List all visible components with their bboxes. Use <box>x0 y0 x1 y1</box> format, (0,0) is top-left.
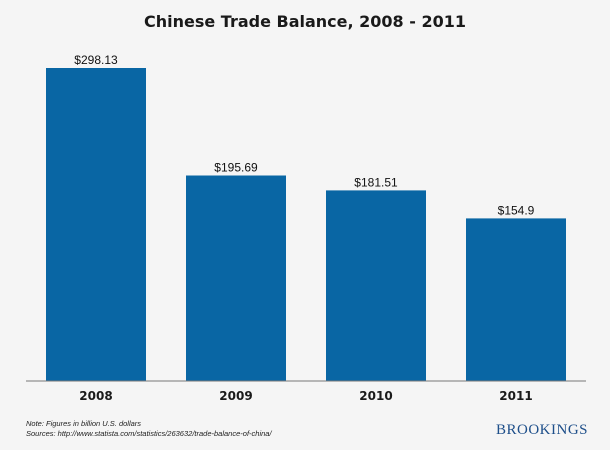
value-label-2011: $154.9 <box>498 203 535 217</box>
bar-2011 <box>466 218 566 381</box>
value-label-2008: $298.13 <box>74 53 118 67</box>
brookings-logo: BROOKINGS <box>495 422 588 438</box>
bar-2010 <box>326 190 426 381</box>
source-note: Sources: http://www.statista.com/statist… <box>26 429 272 438</box>
category-label-2010: 2010 <box>359 389 392 403</box>
footnote: Note: Figures in billion U.S. dollars <box>26 419 142 428</box>
chart-title: Chinese Trade Balance, 2008 - 2011 <box>143 12 466 31</box>
category-label-2011: 2011 <box>499 389 532 403</box>
bar-2008 <box>46 68 146 381</box>
category-label-2009: 2009 <box>219 389 252 403</box>
category-label-2008: 2008 <box>79 389 112 403</box>
value-label-2010: $181.51 <box>354 175 398 189</box>
bar-2009 <box>186 175 286 381</box>
value-label-2009: $195.69 <box>214 161 258 175</box>
